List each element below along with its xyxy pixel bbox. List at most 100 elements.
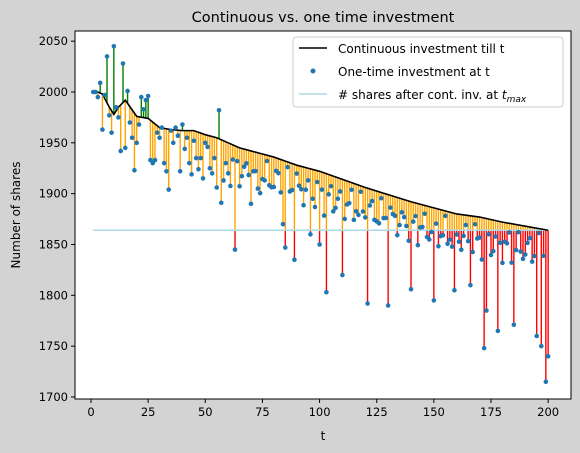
one-time-point	[497, 240, 503, 246]
one-time-point	[225, 171, 231, 176]
plot-frame	[74, 30, 572, 400]
legend-label-continuous: Continuous investment till t	[338, 42, 505, 56]
y-tick-label: 2050	[39, 34, 68, 48]
one-time-point	[394, 232, 400, 238]
one-time-point	[218, 200, 224, 206]
one-time-point	[193, 155, 199, 161]
one-time-point	[324, 289, 329, 295]
one-time-point	[367, 203, 373, 208]
one-time-point	[97, 80, 103, 86]
one-time-point	[349, 187, 354, 193]
one-time-point	[278, 190, 284, 195]
one-time-point	[154, 130, 160, 135]
one-time-point	[95, 94, 101, 100]
one-time-point	[189, 172, 194, 177]
one-time-point	[93, 89, 98, 95]
one-time-point	[289, 187, 295, 193]
one-time-point	[157, 135, 162, 141]
one-time-point	[410, 219, 416, 224]
one-time-point	[353, 209, 359, 214]
one-time-point	[129, 135, 135, 141]
one-time-point	[470, 249, 476, 255]
one-time-point	[541, 253, 546, 259]
legend-label-hline: # shares after cont. inv. at tmax	[338, 88, 527, 105]
one-time-point	[422, 211, 428, 217]
one-time-point	[303, 187, 309, 193]
one-time-point	[214, 185, 220, 190]
one-time-point	[248, 201, 254, 207]
one-time-point	[477, 235, 482, 240]
one-time-point	[223, 160, 229, 166]
one-time-point	[543, 379, 549, 385]
one-time-point	[536, 230, 542, 236]
one-time-point	[104, 54, 110, 59]
one-time-point	[182, 146, 188, 152]
one-time-point	[415, 242, 421, 248]
y-tick-label: 1800	[39, 288, 68, 302]
one-time-point	[216, 107, 222, 113]
one-time-point	[516, 229, 521, 235]
one-time-point	[351, 217, 357, 223]
chart-title: Continuous vs. one time investment	[192, 10, 455, 26]
legend-label-hline-t: t	[502, 88, 508, 102]
one-time-point	[397, 222, 402, 228]
one-time-point	[340, 272, 345, 278]
one-time-point	[209, 171, 215, 176]
one-time-point	[479, 257, 485, 262]
one-time-point	[294, 171, 300, 176]
one-time-point	[100, 127, 105, 132]
one-time-point	[237, 183, 242, 189]
one-time-point	[202, 140, 208, 146]
one-time-point	[257, 190, 263, 196]
one-time-point	[196, 166, 201, 172]
one-time-point	[346, 200, 352, 206]
one-time-point	[330, 209, 336, 214]
y-tick-label: 1850	[39, 237, 68, 251]
one-time-point	[413, 213, 418, 219]
one-time-point	[145, 93, 151, 99]
one-time-point	[305, 178, 311, 183]
one-time-point	[241, 164, 247, 170]
one-time-point	[326, 192, 332, 197]
x-tick-label: 175	[480, 405, 502, 419]
one-time-point	[454, 232, 460, 237]
one-time-point	[143, 97, 149, 103]
one-time-point	[488, 252, 494, 258]
one-time-point	[198, 155, 204, 161]
x-tick-label: 150	[423, 405, 445, 419]
one-time-point	[186, 160, 192, 166]
one-time-point	[463, 222, 469, 228]
one-time-point	[440, 232, 446, 238]
one-time-point	[191, 138, 197, 144]
one-time-point	[200, 176, 206, 181]
one-time-point	[262, 178, 268, 183]
one-time-point	[282, 245, 288, 250]
one-time-point	[385, 303, 391, 308]
one-time-point	[401, 214, 407, 220]
one-time-point	[449, 244, 455, 249]
x-ticks: 0 25 50 75 100 125 150 175 200	[87, 399, 559, 419]
one-time-point	[399, 210, 405, 215]
one-time-point	[292, 257, 297, 263]
one-time-point	[388, 205, 393, 210]
one-time-point	[369, 198, 375, 204]
one-time-point	[314, 179, 320, 185]
x-tick-label: 100	[309, 405, 331, 419]
one-time-point	[319, 187, 325, 192]
x-axis-label: t	[321, 429, 326, 443]
one-time-point	[301, 202, 306, 208]
one-time-point	[456, 239, 462, 245]
legend-box	[292, 36, 564, 108]
one-time-point	[433, 221, 439, 226]
one-time-point	[106, 113, 112, 118]
one-time-point	[264, 158, 270, 164]
one-time-point	[184, 135, 190, 141]
one-time-point	[342, 216, 348, 222]
one-time-point	[468, 282, 473, 288]
one-time-point	[404, 223, 409, 229]
one-time-point	[170, 140, 176, 146]
one-time-point	[317, 242, 322, 247]
one-time-point	[244, 161, 249, 166]
one-time-point	[447, 237, 453, 242]
one-time-point	[362, 215, 368, 220]
